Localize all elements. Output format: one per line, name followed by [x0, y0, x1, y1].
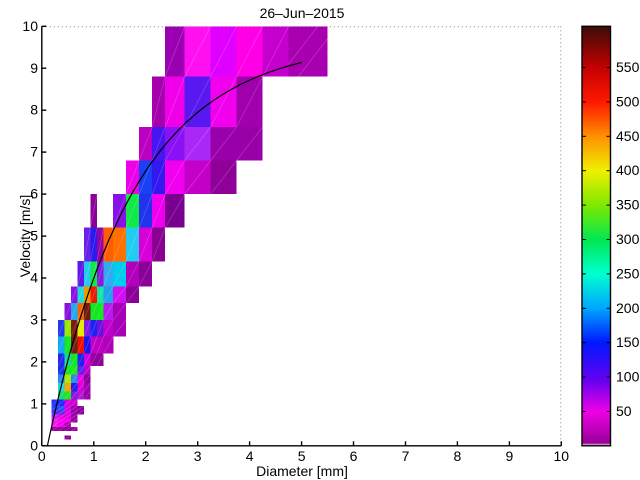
svg-text:400: 400 [616, 162, 640, 178]
svg-text:3: 3 [30, 311, 38, 327]
svg-text:450: 450 [616, 128, 640, 144]
svg-text:550: 550 [616, 59, 640, 75]
svg-text:7: 7 [30, 144, 38, 160]
svg-text:50: 50 [616, 403, 632, 419]
svg-text:6: 6 [350, 448, 358, 464]
svg-text:8: 8 [454, 448, 462, 464]
svg-text:2: 2 [142, 448, 150, 464]
svg-text:Diameter [mm]: Diameter [mm] [256, 463, 348, 479]
svg-text:8: 8 [30, 102, 38, 118]
svg-text:350: 350 [616, 197, 640, 213]
svg-text:6: 6 [30, 186, 38, 202]
svg-text:0: 0 [30, 437, 38, 453]
svg-text:5: 5 [298, 448, 306, 464]
svg-text:0: 0 [38, 448, 46, 464]
svg-text:4: 4 [246, 448, 254, 464]
svg-text:2: 2 [30, 353, 38, 369]
svg-text:200: 200 [616, 300, 640, 316]
svg-text:250: 250 [616, 265, 640, 281]
svg-text:150: 150 [616, 334, 640, 350]
svg-text:10: 10 [554, 448, 570, 464]
svg-text:100: 100 [616, 369, 640, 385]
svg-text:500: 500 [616, 93, 640, 109]
svg-text:5: 5 [30, 228, 38, 244]
svg-text:7: 7 [402, 448, 410, 464]
svg-text:Velocity [m/s]: Velocity [m/s] [17, 195, 33, 277]
svg-text:4: 4 [30, 270, 38, 286]
svg-text:300: 300 [616, 231, 640, 247]
svg-text:9: 9 [506, 448, 514, 464]
svg-text:1: 1 [30, 395, 38, 411]
svg-text:26–Jun–2015: 26–Jun–2015 [260, 5, 345, 21]
svg-text:10: 10 [22, 18, 38, 34]
svg-text:1: 1 [90, 448, 98, 464]
svg-text:3: 3 [194, 448, 202, 464]
svg-text:9: 9 [30, 60, 38, 76]
